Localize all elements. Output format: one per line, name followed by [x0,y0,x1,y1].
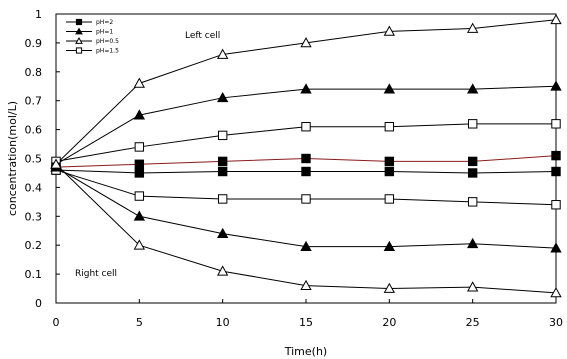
y-tick-label: 0.7 [25,95,43,108]
legend-label: pH=1.5 [96,48,119,55]
data-point [550,242,562,253]
series-right-pH-0-5 [50,158,562,298]
y-tick-label: 1 [35,8,42,21]
series-line [55,166,557,249]
legend-marker [75,27,83,35]
legend-entry: pH=1.5 [66,47,119,55]
data-point [467,119,478,129]
y-tick-label: 0.6 [25,124,43,137]
data-point [551,119,561,129]
data-point [216,265,229,276]
data-point [133,210,146,221]
x-tick-label: 30 [549,316,563,329]
series-left-pH-1 [50,80,562,169]
data-point [50,158,62,169]
data-point [301,122,311,132]
data-point [551,200,561,210]
data-point [134,191,145,201]
y-tick-label: 0.5 [25,153,43,166]
data-point [133,109,146,120]
data-point [133,239,146,250]
data-point [300,83,312,94]
data-point [466,22,479,33]
annotations: Left cell Right cell [75,31,220,279]
data-point [300,37,312,48]
x-tick-label: 0 [53,316,60,329]
data-point [134,159,145,169]
x-tick-label: 20 [382,316,396,329]
data-point [551,150,561,161]
data-point [384,156,395,167]
data-point [550,13,562,25]
data-point [466,281,479,292]
legend-label: pH=0.5 [96,38,119,45]
legend-label: pH=1 [96,29,113,36]
x-axis-title: Time(h) [284,345,327,358]
data-point [466,83,479,94]
data-point [301,153,311,164]
data-point [300,240,312,252]
data-point [217,194,228,204]
axis-ticks: 00.10.20.30.40.50.60.70.80.910 5 10 15 20 25 3… [25,8,564,329]
data-point [217,166,228,177]
data-point [550,287,562,298]
x-tick-label: 25 [466,316,480,329]
data-point [216,227,229,239]
series-right-pH-1 [50,161,562,253]
data-point [216,91,229,103]
legend-marker [75,18,83,26]
data-point [383,83,396,94]
data-point [300,279,312,291]
annotation-left-cell: Left cell [185,31,220,41]
y-tick-label: 0.8 [25,66,43,79]
data-point [384,194,395,204]
data-point [467,156,478,167]
legend-marker [75,36,83,44]
data-point [301,194,311,204]
x-tick-label: 15 [299,316,313,329]
data-point [301,166,311,177]
y-tick-label: 0.2 [25,239,43,252]
legend-entry: pH=2 [66,18,113,26]
series-group [50,13,562,298]
y-tick-label: 0 [35,297,42,310]
data-point [551,166,561,177]
x-tick-label: 10 [216,316,230,329]
legend-entry: pH=1 [66,27,113,36]
y-tick-label: 0.4 [25,181,43,194]
data-point [383,25,396,36]
legend: pH=2 pH=1 pH=0.5 pH=1.5 [66,18,119,55]
series-line [55,163,557,294]
data-point [467,168,478,178]
x-tick-label: 5 [136,316,143,329]
legend-entry: pH=0.5 [66,36,119,45]
data-point [217,130,228,141]
series-right-pH-2 [51,165,561,178]
y-axis-title: concentration(mol/L) [6,101,19,216]
data-point [467,197,478,207]
data-point [216,48,229,59]
y-tick-label: 0.1 [25,268,43,281]
data-point [466,237,479,249]
annotation-right-cell: Right cell [75,269,117,279]
data-point [134,168,145,178]
data-point [217,156,228,167]
data-point [133,77,146,88]
y-tick-label: 0.9 [25,37,43,50]
data-point [383,240,396,252]
data-point [383,282,396,293]
legend-label: pH=2 [96,19,113,26]
data-point [384,166,395,177]
legend-marker [75,47,83,54]
data-point [550,80,562,91]
data-point [384,122,395,132]
y-tick-label: 0.3 [25,210,43,223]
data-point [134,142,145,152]
